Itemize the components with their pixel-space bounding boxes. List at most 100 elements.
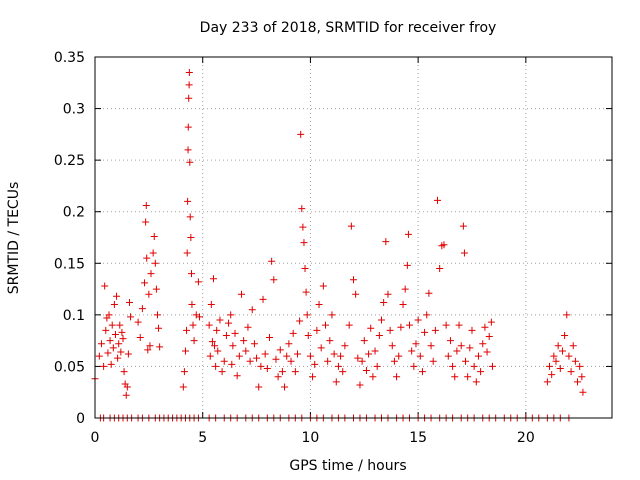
data-point bbox=[479, 340, 487, 348]
data-point bbox=[124, 350, 132, 358]
data-point bbox=[211, 342, 219, 350]
data-point bbox=[151, 259, 159, 267]
data-point bbox=[235, 352, 243, 360]
data-point bbox=[567, 368, 575, 376]
data-point bbox=[142, 202, 150, 210]
data-point bbox=[261, 350, 269, 358]
data-point bbox=[183, 249, 191, 257]
data-point bbox=[116, 321, 124, 329]
data-point bbox=[187, 234, 195, 241]
data-point bbox=[369, 373, 377, 381]
data-point bbox=[274, 373, 282, 381]
data-point bbox=[205, 321, 213, 329]
data-point bbox=[184, 197, 192, 205]
data-point bbox=[442, 321, 450, 329]
data-point bbox=[561, 331, 569, 339]
data-point bbox=[365, 350, 373, 358]
data-point bbox=[474, 352, 482, 360]
data-point bbox=[194, 278, 202, 286]
data-point bbox=[253, 354, 261, 362]
data-point bbox=[453, 347, 461, 355]
y-axis-label: SRMTID / TECUs bbox=[6, 182, 22, 295]
data-point bbox=[186, 213, 194, 221]
data-point bbox=[330, 350, 338, 358]
data-point bbox=[127, 313, 135, 321]
data-point bbox=[304, 331, 312, 339]
data-point bbox=[464, 373, 472, 381]
data-point bbox=[388, 342, 396, 350]
data-point bbox=[345, 321, 353, 329]
y-tick-label: 0.15 bbox=[54, 256, 85, 272]
data-point bbox=[397, 323, 405, 331]
data-point bbox=[102, 326, 110, 334]
data-point bbox=[134, 318, 142, 326]
data-point bbox=[101, 282, 109, 290]
data-point bbox=[548, 371, 556, 379]
data-point bbox=[268, 257, 276, 265]
data-point bbox=[111, 330, 119, 338]
data-point bbox=[401, 285, 409, 293]
data-point bbox=[306, 352, 314, 360]
data-point bbox=[403, 261, 411, 269]
data-point bbox=[569, 342, 577, 350]
data-point bbox=[122, 391, 130, 399]
data-point bbox=[552, 357, 560, 365]
data-point bbox=[206, 352, 214, 360]
data-point bbox=[399, 301, 407, 309]
data-point bbox=[188, 270, 196, 278]
data-point bbox=[571, 357, 579, 365]
data-point bbox=[425, 289, 433, 297]
x-tick-label: 20 bbox=[517, 430, 535, 446]
data-point bbox=[578, 373, 586, 381]
data-point bbox=[141, 279, 149, 287]
data-point bbox=[358, 357, 366, 365]
data-point bbox=[115, 340, 123, 348]
x-tick-label: 5 bbox=[198, 430, 207, 446]
data-point bbox=[108, 321, 116, 329]
data-point bbox=[287, 357, 295, 365]
data-point bbox=[455, 321, 463, 329]
data-point bbox=[487, 318, 495, 326]
data-point bbox=[297, 130, 305, 138]
data-point bbox=[302, 288, 310, 296]
data-point bbox=[315, 301, 323, 309]
data-point bbox=[207, 301, 215, 309]
data-point bbox=[155, 324, 163, 332]
plot-frame bbox=[94, 56, 613, 419]
data-point bbox=[109, 344, 117, 352]
y-tick-label: 0.35 bbox=[54, 50, 85, 66]
data-point bbox=[373, 362, 381, 370]
data-point bbox=[416, 352, 424, 360]
data-point bbox=[246, 357, 254, 365]
data-point bbox=[185, 94, 193, 102]
data-point bbox=[146, 342, 154, 350]
data-point bbox=[483, 348, 491, 356]
data-point bbox=[352, 290, 360, 298]
y-tick-label: 0.05 bbox=[54, 359, 85, 375]
data-point bbox=[231, 329, 239, 337]
data-point bbox=[233, 372, 241, 380]
x-tick-label: 15 bbox=[409, 430, 427, 446]
data-point bbox=[136, 334, 144, 342]
data-point bbox=[119, 335, 127, 343]
data-point bbox=[427, 342, 435, 350]
x-axis-label: GPS time / hours bbox=[289, 458, 406, 474]
data-point bbox=[185, 68, 193, 76]
data-point bbox=[113, 292, 121, 300]
data-point bbox=[554, 342, 562, 350]
data-point bbox=[281, 383, 289, 391]
data-point bbox=[468, 326, 476, 334]
data-point bbox=[179, 383, 187, 391]
data-point bbox=[354, 354, 362, 362]
grid-lines bbox=[95, 57, 612, 418]
data-point bbox=[579, 388, 587, 396]
data-point bbox=[114, 354, 122, 362]
data-point bbox=[485, 333, 493, 341]
data-point bbox=[326, 337, 334, 345]
data-point bbox=[328, 311, 336, 319]
data-point bbox=[180, 368, 188, 376]
data-point bbox=[451, 373, 459, 381]
data-point bbox=[332, 378, 340, 386]
data-point bbox=[300, 239, 308, 247]
